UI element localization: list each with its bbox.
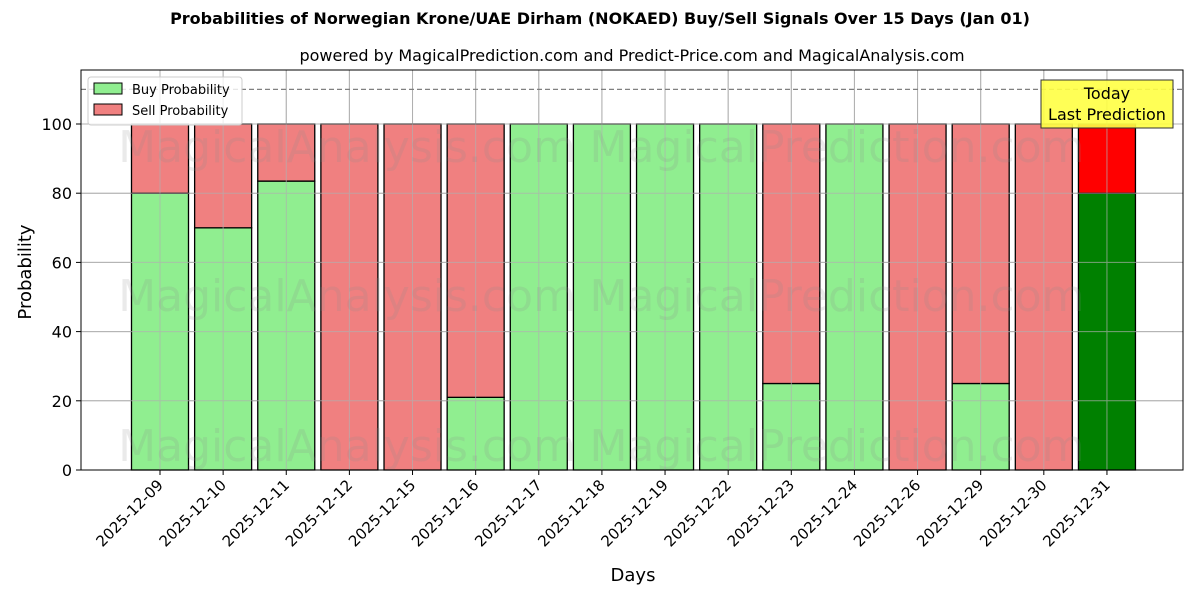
x-tick-label: 2025-12-18 — [534, 476, 608, 550]
y-tick-label: 60 — [52, 253, 72, 272]
watermarks: MagicalAnalysis.com MagicalPrediction.com… — [118, 122, 1084, 472]
watermark-text: MagicalPrediction.com — [590, 122, 1085, 173]
watermark-text: MagicalPrediction.com — [590, 271, 1085, 322]
watermark-text: MagicalAnalysis.com — [118, 421, 576, 472]
x-tick-label: 2025-12-11 — [219, 476, 293, 550]
grid-lines — [81, 70, 1183, 471]
x-tick-label: 2025-12-19 — [597, 476, 671, 550]
y-tick-label: 100 — [41, 115, 72, 134]
y-axis: 0 20 40 60 80 100 — [41, 115, 81, 480]
x-tick-label: 2025-12-17 — [471, 476, 545, 550]
x-tick-label: 2025-12-29 — [913, 476, 987, 550]
y-tick-label: 0 — [62, 461, 72, 480]
y-tick-label: 40 — [52, 323, 72, 342]
watermark-text: MagicalAnalysis.com — [118, 122, 576, 173]
x-tick-label: 2025-12-15 — [345, 476, 419, 550]
x-tick-label: 2025-12-24 — [787, 476, 861, 550]
y-tick-label: 80 — [52, 184, 72, 203]
legend-buy-swatch — [93, 82, 123, 95]
annotation-line1: Today — [1083, 84, 1130, 103]
chart-subtitle: powered by MagicalPrediction.com and Pre… — [299, 46, 965, 65]
legend-sell-swatch — [93, 103, 123, 116]
x-tick-label: 2025-12-23 — [724, 476, 798, 550]
x-axis: 2025-12-092025-12-102025-12-112025-12-12… — [92, 470, 1114, 550]
watermark-text: MagicalAnalysis.com — [118, 271, 576, 322]
x-tick-label: 2025-12-31 — [1039, 476, 1113, 550]
x-tick-label: 2025-12-09 — [92, 476, 166, 550]
x-tick-label: 2025-12-30 — [976, 476, 1050, 550]
x-tick-label: 2025-12-22 — [661, 476, 735, 550]
y-axis-label: Probability — [15, 224, 36, 319]
annotation-line2: Last Prediction — [1048, 105, 1166, 124]
legend: Buy Probability Sell Probability — [87, 76, 243, 126]
bars — [81, 70, 1183, 471]
plot-frame — [80, 69, 1184, 471]
y-tick-label: 20 — [52, 392, 72, 411]
x-tick-label: 2025-12-16 — [408, 476, 482, 550]
chart-title: Probabilities of Norwegian Krone/UAE Dir… — [170, 9, 1030, 28]
x-axis-label: Days — [611, 565, 656, 586]
legend-sell-label: Sell Probability — [132, 104, 229, 119]
x-tick-label: 2025-12-12 — [282, 476, 356, 550]
today-annotation: Today Last Prediction — [1040, 79, 1174, 129]
x-tick-label: 2025-12-10 — [156, 476, 230, 550]
legend-buy-label: Buy Probability — [132, 83, 230, 98]
x-tick-label: 2025-12-26 — [850, 476, 924, 550]
watermark-text: MagicalPrediction.com — [590, 421, 1085, 472]
